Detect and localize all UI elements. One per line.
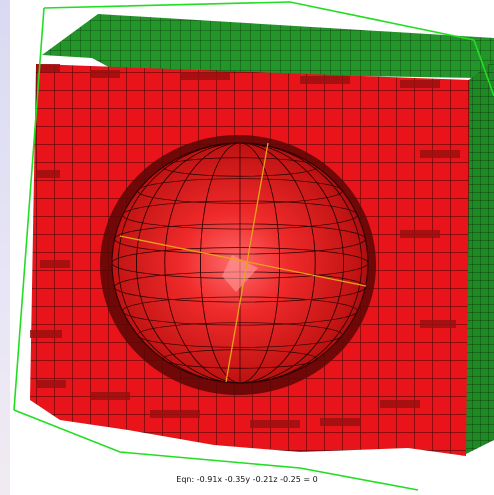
voxel-ledge — [400, 230, 440, 238]
voxel-ledge — [300, 76, 350, 84]
voxel-ledge — [90, 70, 120, 78]
bounding-box — [13, 1, 494, 491]
voxel-ledge — [90, 392, 130, 400]
sphere-longitude-line — [136, 143, 344, 383]
voxel-ledge — [250, 420, 300, 428]
voxel-ledge — [380, 400, 420, 408]
voxel-ledge — [36, 170, 60, 178]
sphere-longitude-line — [117, 143, 363, 383]
left-edge-panel — [0, 0, 10, 495]
voxel-ledge — [320, 418, 360, 426]
sphere-longitude-line — [200, 143, 280, 383]
voxel-ledge — [400, 80, 440, 88]
voxel-ledge — [36, 380, 66, 388]
voxel-ledge — [40, 260, 70, 268]
sphere-longitude-line — [164, 143, 316, 383]
sphere-latitude-line — [122, 296, 358, 326]
equation-label: Eqn: -0.91x -0.35y -0.21z -0.25 = 0 — [176, 475, 318, 484]
block-top-face — [42, 14, 494, 96]
sphere-axes — [119, 142, 367, 383]
voxel-steps — [30, 64, 460, 428]
voxel-ledge — [36, 64, 60, 72]
sphere-mesh[interactable] — [111, 142, 369, 384]
sphere-latitude-line — [122, 200, 358, 230]
sphere-latitude-line — [162, 157, 318, 177]
voxel-ledge — [420, 320, 456, 328]
voxel-ledge — [150, 410, 200, 418]
voxel-ledge — [30, 330, 62, 338]
voxel-ledge — [420, 150, 460, 158]
voxel-ledge — [180, 72, 230, 80]
sphere-latitude-line — [162, 349, 318, 369]
